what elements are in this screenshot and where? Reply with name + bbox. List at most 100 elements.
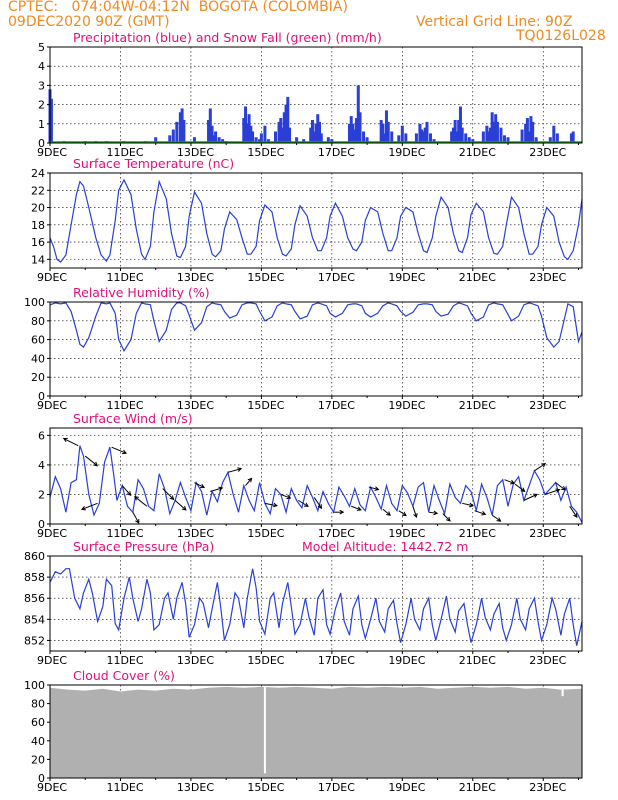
x-tick-label: 19DEC <box>388 527 425 540</box>
precip-bar <box>208 108 212 143</box>
precip-bar <box>210 125 214 143</box>
humidity-series-line <box>49 302 583 353</box>
wind-arrow-shaft <box>442 513 451 522</box>
precip-bar <box>326 137 330 143</box>
x-tick-label: 19DEC <box>388 399 425 412</box>
x-tick-label: 15DEC <box>247 271 284 284</box>
wind-arrow-shaft <box>412 506 417 518</box>
plot-frame <box>49 684 583 779</box>
y-tick-label: 20 <box>31 202 45 215</box>
plot-frame <box>49 555 583 652</box>
y-tick-label: 854 <box>24 613 45 626</box>
wind-arrow-shaft <box>63 438 79 447</box>
precip-bar <box>365 137 369 143</box>
x-tick-label: 21DEC <box>459 146 496 159</box>
x-tick-label: 17DEC <box>318 146 355 159</box>
precip-bar <box>404 133 408 143</box>
precip-bar <box>347 123 351 143</box>
wind-arrow-head <box>134 496 139 501</box>
y-tick-label: 4 <box>38 60 45 73</box>
precip-bar <box>487 131 491 143</box>
precip-bar <box>451 127 455 143</box>
precip-bar <box>182 119 186 143</box>
wind-arrow-head <box>533 493 539 498</box>
panel-title: Surface Wind (m/s) <box>73 411 193 426</box>
wind-arrow-head <box>555 488 561 493</box>
precip-bar <box>247 114 251 143</box>
y-tick-label: 852 <box>24 634 45 647</box>
wind-arrow-shaft <box>227 468 242 473</box>
panel-precip: 0 1 2 3 4 5 9DEC 11DEC 13DEC 15DEC 17DEC 19DEC 21DEC… <box>37 30 583 159</box>
wind-arrow-shaft <box>313 497 322 509</box>
y-tick-label: 5 <box>38 41 45 54</box>
precip-bar <box>450 131 454 143</box>
precip-bar <box>175 121 179 143</box>
panel-annotation: Model Altitude: 1442.72 m <box>302 539 468 554</box>
x-tick-label: 13DEC <box>177 654 214 667</box>
x-tick-label: 19DEC <box>388 781 425 794</box>
y-tick-label: 24 <box>31 167 45 180</box>
precip-bar <box>481 131 485 143</box>
plot-frame <box>49 301 583 397</box>
precip-bar <box>217 137 221 143</box>
x-tick-label: 23DEC <box>529 399 566 412</box>
x-tick-label: 19DEC <box>388 271 425 284</box>
precip-bar <box>277 121 281 143</box>
wind-arrow-shaft <box>264 502 278 507</box>
x-tick-label: 15DEC <box>247 399 284 412</box>
x-tick-label: 9DEC <box>37 654 67 667</box>
y-tick-label: 4 <box>38 459 45 472</box>
panel-title: Surface Pressure (hPa) <box>73 539 214 554</box>
header-grid-line: Vertical Grid Line: 90Z <box>416 14 573 30</box>
y-tick-label: 20 <box>31 371 45 384</box>
precip-bar <box>282 112 286 143</box>
precip-bar <box>488 127 492 143</box>
precip-bar <box>455 131 459 143</box>
wind-series-line <box>49 445 583 523</box>
precip-bar <box>312 131 316 143</box>
wind-arrow-head <box>561 485 567 491</box>
x-tick-label: 9DEC <box>37 271 67 284</box>
y-tick-label: 60 <box>31 716 45 729</box>
precip-bar <box>379 119 383 143</box>
wind-arrow-shaft <box>523 493 538 501</box>
wind-arrow-shaft <box>174 499 187 511</box>
x-tick-label: 21DEC <box>459 654 496 667</box>
x-tick-label: 11DEC <box>106 399 143 412</box>
precip-bar <box>353 129 357 143</box>
precip-bar <box>245 123 249 143</box>
wind-arrow-head <box>126 491 132 496</box>
y-tick-label: 14 <box>31 253 45 266</box>
wind-arrow-shaft <box>398 510 407 516</box>
wind-arrow-shaft <box>280 493 291 499</box>
wind-arrow-shaft <box>194 482 205 488</box>
y-tick-label: 1 <box>38 118 45 131</box>
wind-arrow-shaft <box>210 487 223 492</box>
x-tick-label: 13DEC <box>177 781 214 794</box>
precip-bar <box>555 133 559 143</box>
wind-arrow-head <box>413 513 418 519</box>
panel-title: Cloud Cover (%) <box>73 668 175 683</box>
wind-arrow-head <box>469 502 475 508</box>
precip-bar <box>506 137 510 143</box>
precip-bar <box>180 108 184 143</box>
x-tick-label: 21DEC <box>459 781 496 794</box>
x-tick-label: 11DEC <box>106 146 143 159</box>
panel-humidity: 0 20 40 60 80 100 9DEC 11DEC 13DEC 15DEC 17DEC 19DE… <box>24 285 583 412</box>
y-tick-label: 6 <box>38 429 45 442</box>
y-tick-label: 20 <box>31 753 45 766</box>
panel-pressure: 852 854 856 858 860 9DEC 11DEC 13DEC 15DEC 17DEC 1… <box>24 539 583 667</box>
precip-bar <box>309 127 313 143</box>
y-tick-label: 0 <box>38 390 45 403</box>
x-tick-label: 11DEC <box>106 654 143 667</box>
wind-arrow-head <box>496 517 502 522</box>
precip-bar <box>527 131 531 143</box>
precip-bar <box>421 131 425 143</box>
wind-arrow-head <box>135 518 140 524</box>
pressure-series-line <box>49 568 583 646</box>
precip-bar <box>314 123 318 143</box>
precip-bar <box>349 116 353 143</box>
wind-arrow-head <box>541 463 547 468</box>
precip-bar <box>502 135 506 143</box>
panel-temperature: 14 16 18 20 22 24 9DEC 11DEC 13DEC 15DEC 17DEC 19DE… <box>31 156 583 284</box>
